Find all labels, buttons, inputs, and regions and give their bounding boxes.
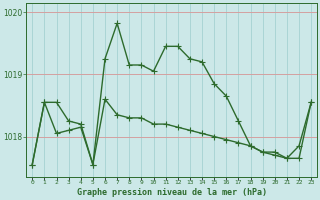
X-axis label: Graphe pression niveau de la mer (hPa): Graphe pression niveau de la mer (hPa) bbox=[77, 188, 267, 197]
